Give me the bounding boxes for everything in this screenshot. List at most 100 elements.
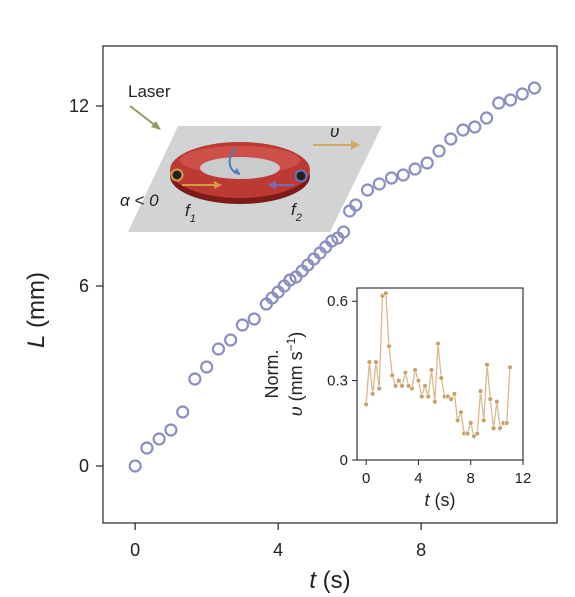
main-data-point [247,312,261,326]
inset-data-point [366,359,373,365]
inset-data-point [490,425,497,431]
main-data-point [164,423,178,437]
main-x-tick-label: 4 [273,540,283,560]
main-data-point [527,81,542,95]
main-plot-frame [102,45,558,524]
inset-data-point [363,401,369,408]
main-data-point [384,171,399,185]
contact-point-left [170,168,184,182]
inset-x-axis: 0 4 8 12 [362,460,531,487]
inset-data-point [458,409,464,416]
inset-data-point [451,391,458,397]
inset-data-point [503,420,510,426]
inset-data-point [389,372,395,379]
main-y-axis-label: L (mm) [23,272,50,348]
main-x-tick-label: 8 [416,540,426,560]
main-data-point [152,432,166,446]
inset-data-point [438,375,445,381]
torus-hole [200,157,280,179]
inset-data-point [507,364,513,371]
inset-data-point [419,393,425,400]
main-data-point [176,405,190,419]
main-data-point [188,372,202,386]
inset-x-tick-label: 12 [515,470,532,487]
inset-y-axis-unit: (mm s [286,351,306,401]
inset-data-point [383,290,389,296]
inset-data-point [432,399,438,405]
f1-arrowhead-icon [214,181,222,189]
main-x-tick-label: 0 [130,540,140,560]
inset-data-point [497,425,503,431]
main-data-point [372,177,386,191]
rotation-arrow-head-icon [233,168,240,174]
inset-y-axis-label: Norm. [262,350,282,399]
main-data-point [515,87,529,101]
inset-data-point [399,383,405,389]
inset-x-axis-unit: (s) [435,490,456,510]
contact-point-right [294,169,308,183]
main-data-point [349,198,363,212]
main-y-tick-label: 0 [79,456,89,476]
inset-y-axis-label-unit: υ (mm s−1) [284,332,306,417]
inset-y-tick-label: 0 [340,452,348,469]
main-data-point [140,441,154,455]
main-x-axis-var: t [309,567,317,594]
main-data-point [503,93,518,107]
f1-label: f1 [185,201,196,225]
inset-x-tick-label: 0 [362,470,370,487]
inset-y-tick-label: 0.6 [327,293,348,310]
main-y-tick-label: 12 [69,96,89,116]
inset-y-axis-unit-sup: −1 [284,337,298,351]
main-y-tick-label: 6 [79,276,89,296]
inset-data-point [425,393,431,400]
main-y-axis-var: L [23,335,50,348]
inset-data-point [412,367,418,373]
inset-data-point [435,340,441,347]
velocity-label: υ [330,122,339,141]
inset-data-point [386,343,392,349]
inset-data-point [448,396,454,402]
inset-x-tick-label: 4 [414,470,422,487]
f2-arrowhead-icon [268,181,276,189]
inset-x-axis-label: t (s) [424,490,455,510]
inset-x-tick-label: 8 [467,470,475,487]
main-data-point [479,111,494,125]
main-data-point [360,183,375,197]
inset-data-point [468,420,474,426]
main-data-point [408,162,422,176]
main-data-point [456,123,470,137]
inset-y-axis: 0 0.3 0.6 [327,293,357,469]
f2-label: f2 [291,200,302,224]
laser-arrow-icon [129,105,157,127]
alpha-label: α < 0 [120,191,159,210]
main-data-point [492,96,506,110]
inset-y-axis-var: υ [286,406,306,416]
inset-plot-background [357,288,523,460]
inset-plot-frame [356,287,524,461]
f1-sub: 1 [190,213,196,225]
main-data-point [235,318,250,332]
f2-sub: 2 [295,212,302,224]
main-data-point [336,225,351,239]
main-data-point [224,333,238,347]
inset-data-point [422,383,428,389]
main-y-axis: 0 6 12 [69,96,103,476]
inset-data-point [369,391,376,397]
main-x-axis-label: t (s) [309,567,350,594]
main-y-axis-unit: (mm) [23,272,50,328]
main-x-axis: 0 4 8 [130,523,426,560]
laser-arrowhead-icon [151,121,161,130]
main-data-point [211,342,226,356]
f2-var: f [291,200,298,219]
main-data-point [128,459,142,473]
main-data-point [420,156,434,170]
velocity-arrowhead-icon [351,140,360,150]
main-data-point [444,132,458,146]
inset-data-point [373,359,379,365]
inset-data-point [402,369,409,376]
inset-data-point [428,367,435,373]
inset-data-point [481,417,487,424]
inset-series [363,290,513,439]
main-x-axis-unit: (s) [323,567,351,594]
